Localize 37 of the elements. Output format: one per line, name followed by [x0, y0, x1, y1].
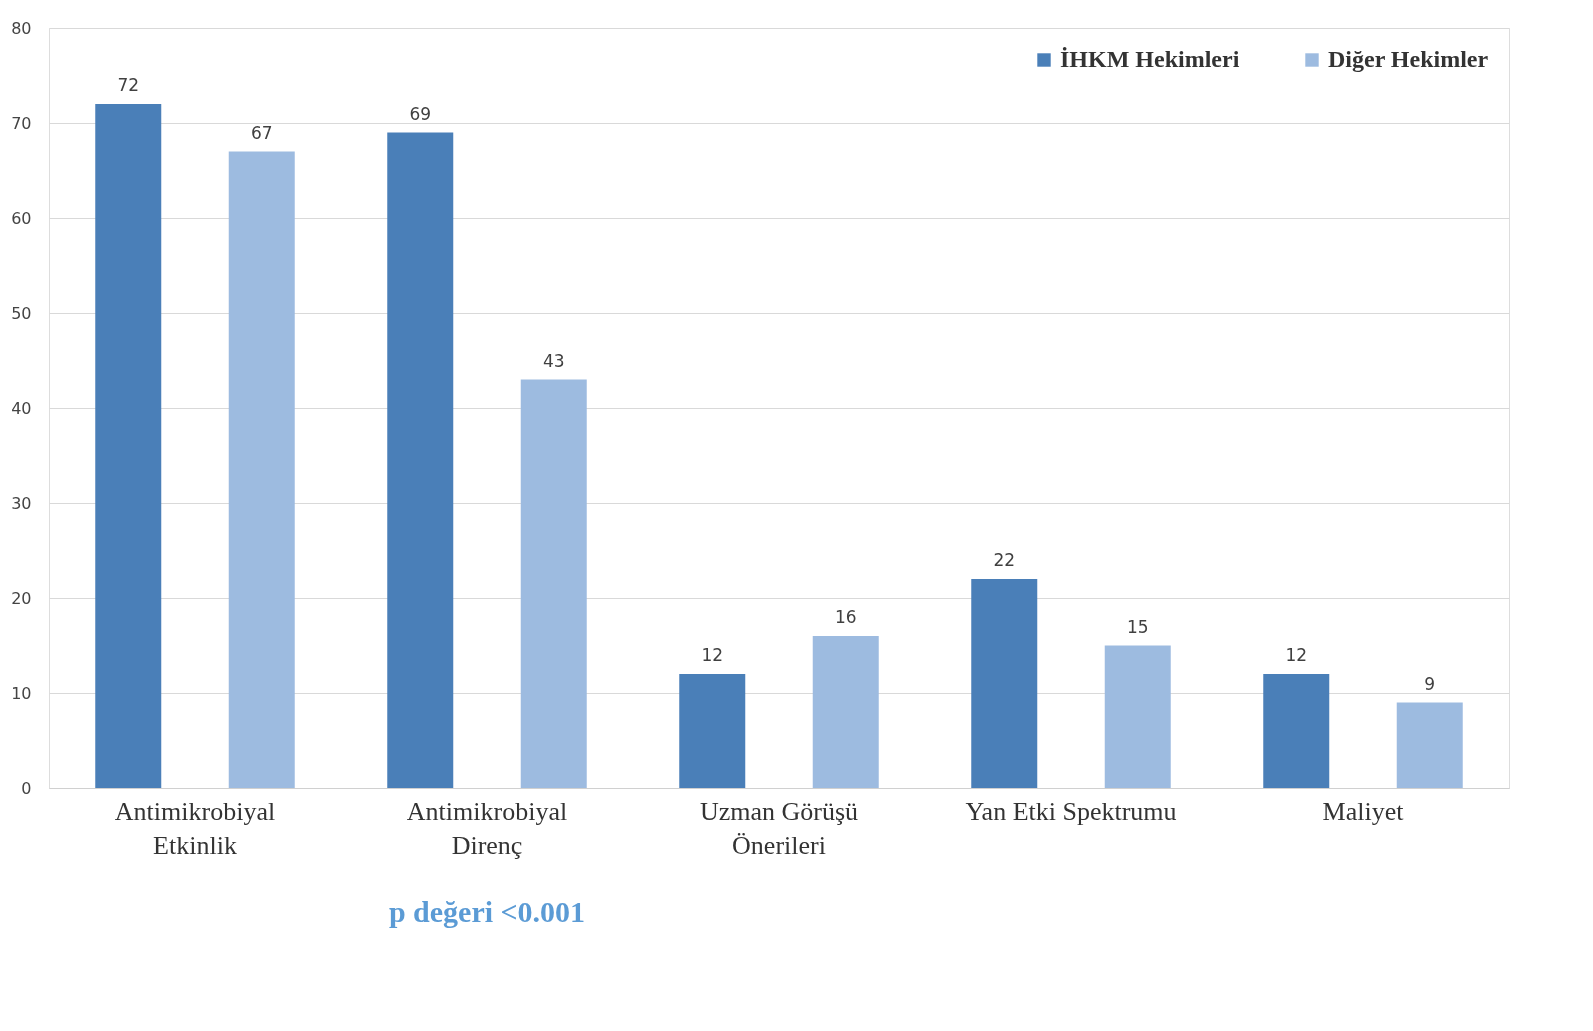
data-label: 43 [542, 350, 565, 371]
data-label: 69 [409, 103, 432, 124]
bar [228, 151, 295, 788]
x-tick-label: Maliyet [1322, 796, 1405, 826]
data-label: 12 [1285, 645, 1308, 665]
x-tick-label: Antimikrobiyal Direnç [406, 796, 568, 860]
bar [95, 104, 162, 788]
bar [520, 379, 587, 788]
data-label: 9 [1424, 673, 1436, 694]
text: p değeri <0.001 [388, 895, 586, 928]
data-label: 22 [993, 550, 1016, 570]
bar [1263, 674, 1330, 788]
legend-label: Diğer Hekimler [1328, 46, 1489, 72]
bar [1396, 702, 1463, 788]
y-tick-label: 40 [11, 398, 32, 418]
x-tick-label: Yan Etki Spektrumu [965, 796, 1177, 826]
bar [1104, 645, 1171, 788]
y-tick-label: 70 [11, 113, 32, 133]
data-label: 67 [250, 122, 273, 143]
bar [812, 636, 879, 788]
y-tick-label: 30 [11, 493, 32, 513]
bar [387, 132, 454, 788]
bar [679, 674, 746, 788]
y-tick-label: 10 [11, 683, 32, 703]
bar [971, 579, 1038, 788]
legend-label: İHKM Hekimleri [1060, 46, 1240, 72]
y-tick-label: 80 [11, 18, 32, 38]
x-tick-label: Uzman Görüşü Önerileri [699, 796, 859, 860]
data-label: 16 [834, 607, 857, 627]
y-tick-label: 50 [11, 303, 32, 323]
y-tick-label: 60 [11, 208, 32, 228]
data-label: 12 [701, 645, 724, 665]
data-label: 15 [1126, 616, 1149, 637]
y-tick-label: 20 [11, 588, 32, 608]
data-label: 72 [117, 75, 140, 95]
x-tick-label: Antimikrobiyal Etkinlik [114, 796, 276, 860]
y-tick-label: 0 [21, 778, 32, 798]
